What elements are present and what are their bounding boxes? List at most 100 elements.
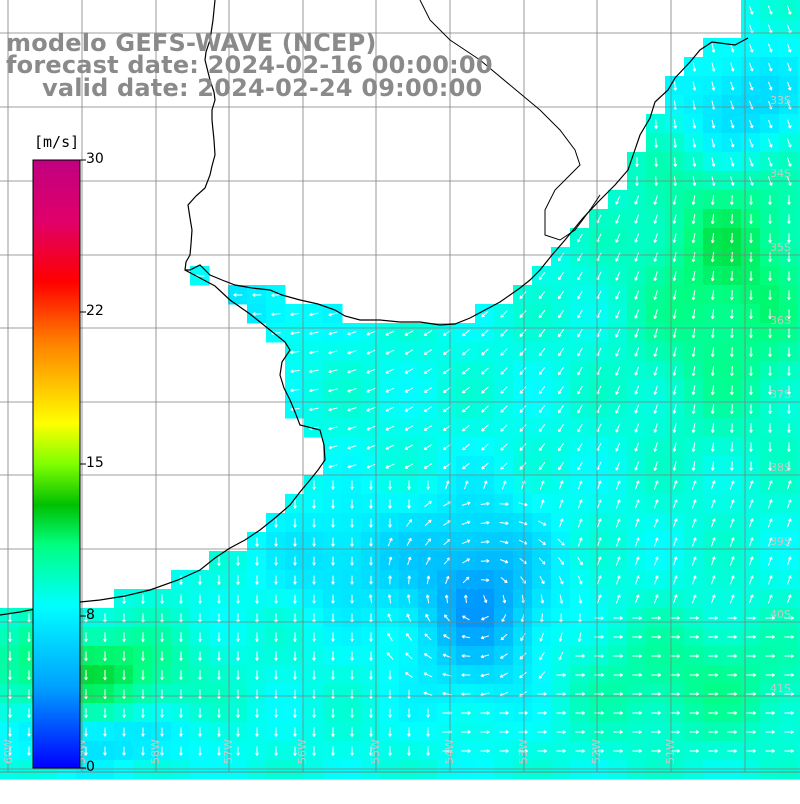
wind-arrow (730, 119, 735, 129)
wind-arrow (768, 385, 772, 395)
forecast-date: forecast date: 2024-02-16 00:00:00 (6, 51, 493, 79)
wind-arrow (710, 499, 716, 509)
wind-arrow (786, 499, 792, 509)
wind-arrow (309, 369, 319, 374)
wind-arrow (480, 654, 490, 659)
field-cell (798, 703, 800, 723)
wind-arrow (122, 727, 126, 737)
wind-arrow (502, 594, 507, 604)
wind-arrow (765, 673, 775, 677)
wind-arrow (293, 651, 297, 661)
wind-arrow (787, 119, 792, 129)
wind-arrow (768, 404, 772, 414)
wind-arrow (746, 730, 756, 734)
wind-arrow (596, 575, 602, 585)
wind-arrow (366, 425, 376, 431)
wind-arrow (255, 651, 259, 661)
wind-arrow (480, 559, 490, 563)
field-cell (380, 760, 400, 780)
wind-arrow (236, 575, 240, 585)
wind-arrow (369, 746, 373, 756)
wind-arrow (385, 330, 395, 336)
latitude-label: 34S (770, 167, 791, 180)
wind-arrow (727, 654, 737, 658)
wind-arrow (672, 233, 677, 243)
wind-arrow (442, 424, 451, 432)
wind-arrow (596, 594, 602, 604)
wind-arrow (293, 727, 297, 737)
wind-arrow (483, 595, 488, 604)
wind-arrow (160, 651, 164, 662)
wind-arrow (575, 711, 585, 715)
wind-arrow (746, 692, 757, 696)
wind-arrow (634, 575, 640, 585)
wind-arrow (634, 385, 640, 395)
wind-arrow (271, 312, 281, 317)
wind-arrow (730, 43, 735, 53)
wind-arrow (198, 632, 202, 642)
wind-arrow (274, 537, 278, 547)
wind-arrow (708, 692, 719, 696)
wind-arrow (651, 692, 661, 696)
wind-arrow (634, 195, 640, 205)
wind-arrow (746, 711, 756, 715)
wind-arrow (366, 406, 376, 412)
wind-arrow (729, 404, 734, 415)
wind-arrow (274, 556, 278, 566)
wind-arrow (730, 81, 735, 91)
wind-arrow (538, 424, 546, 433)
wind-arrow (198, 651, 202, 661)
wind-arrow (558, 575, 564, 585)
valid-date: valid date: 2024-02-24 09:00:00 (42, 74, 483, 102)
wind-arrow (538, 461, 546, 471)
wind-arrow (141, 746, 145, 756)
wind-arrow (710, 556, 716, 566)
wind-arrow (746, 635, 756, 639)
wind-arrow (27, 727, 31, 737)
wind-arrow (519, 405, 527, 413)
field-cell (798, 532, 800, 552)
wind-arrow (691, 195, 696, 206)
wind-arrow (749, 309, 753, 320)
wind-arrow (499, 749, 509, 753)
wind-arrow (577, 423, 583, 433)
wind-arrow (350, 651, 354, 661)
field-cell (779, 760, 799, 780)
wind-arrow (481, 405, 489, 413)
wind-arrow (653, 366, 658, 376)
wind-arrow (217, 575, 221, 585)
wind-arrow (557, 557, 565, 566)
wind-arrow (442, 367, 451, 375)
wind-arrow (613, 673, 623, 677)
field-cell (228, 760, 248, 780)
wind-arrow (461, 673, 471, 677)
wind-arrow (673, 81, 678, 91)
field-cell (0, 760, 20, 780)
wind-arrow (255, 670, 259, 680)
wind-arrow (787, 290, 791, 301)
wind-arrow (350, 746, 354, 756)
wind-arrow (729, 594, 735, 604)
wind-arrow (632, 711, 642, 715)
wind-arrow (729, 271, 734, 282)
wind-arrow (577, 385, 583, 395)
colorbar (32, 159, 86, 769)
wind-arrow (559, 499, 564, 509)
wind-arrow (711, 81, 716, 91)
wind-arrow (597, 480, 602, 490)
field-cell (684, 760, 704, 780)
wind-arrow (426, 708, 430, 718)
wind-arrow (710, 195, 715, 206)
wind-arrow (274, 670, 278, 680)
wind-arrow (672, 404, 677, 414)
wind-arrow (632, 635, 642, 639)
wind-arrow (653, 575, 659, 585)
wind-arrow (711, 62, 716, 72)
wind-arrow (765, 616, 775, 620)
wind-arrow (632, 654, 642, 658)
wind-arrow (463, 594, 468, 604)
field-cell (798, 247, 800, 267)
wind-arrow (672, 442, 677, 452)
field-cell (513, 760, 533, 780)
